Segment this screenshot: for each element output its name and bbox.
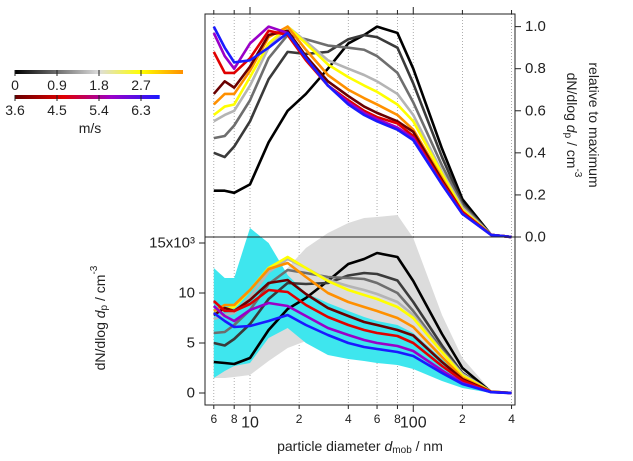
label-part: / nm [412,438,443,454]
label-part: p [563,133,574,139]
label-part: -3 [573,168,584,177]
y-tick-label: 15x10³ [149,235,195,252]
y-tick-label: 0 [187,385,195,402]
band [213,215,512,393]
colorbar-label: 0.9 [47,77,67,93]
series-line [213,271,512,395]
label-part: dN/dlog [92,318,108,370]
label-part: / cm [92,275,108,305]
label-part: p [99,304,110,310]
label-part: / cm [564,138,580,168]
series-line [212,301,512,395]
label-part: d [564,125,580,134]
label-part: d [92,309,108,318]
x-tick-label: 6 [210,412,217,426]
colorbar-unit: m/s [79,120,102,136]
x-tick-label: 4 [345,412,352,426]
y-axis-label: relative to maximum [586,62,602,187]
colorbar-label: 1.8 [89,77,109,93]
y-axis-label: dN/dlog dp / cm-3 [563,73,584,178]
x-axis-label: particle diameter dmob / nm [277,438,443,456]
y-tick-label: 1.0 [525,18,546,35]
series-line [212,288,512,395]
colorbar-label: 4.5 [47,102,67,118]
label-part: mob [392,445,412,456]
x-tick-label: 10 [241,415,259,432]
colorbar-label: 5.4 [89,102,109,118]
x-tick-label: 8 [231,412,238,426]
series-line [213,278,512,395]
plot-frame [204,13,516,238]
plots: 0.0 0.2 0.4 0.6 0.8 1.0 0 0.9 1.8 2.7 3.6 4.5 5.4 6.3… [5,7,546,432]
series-line [213,251,512,395]
x-tick-label: 4 [508,412,515,426]
x-tick-label: 2 [459,412,466,426]
series-line [213,25,512,239]
y-tick-label: 5 [187,335,195,352]
y-tick-label: 0.0 [525,229,546,246]
x-tick-label: 2 [296,412,303,426]
series-line [213,33,512,239]
y-tick-label: 0.8 [525,60,546,77]
series-line [212,26,512,239]
series-line [213,261,512,395]
label-part: d [385,438,394,454]
y-tick-label: 10 [178,285,195,302]
series-line [213,33,512,239]
label-part: dN/dlog [564,73,580,125]
label-part: -3 [89,265,100,274]
label-part: particle diameter [277,438,384,454]
series-line [213,311,512,395]
series-line [213,25,512,239]
colorbar-label: 0 [11,77,19,93]
colorbar [15,95,160,99]
y-tick-label: 0.6 [525,102,546,119]
x-tick-label: 100 [400,415,427,432]
plot-frame [204,236,516,406]
colorbar-label: 2.7 [131,77,151,93]
x-tick-label: 6 [374,412,381,426]
x-tick-label: 8 [394,412,401,426]
band [213,228,512,393]
y-tick-label: 0.2 [525,186,546,203]
colorbar-label: 6.3 [131,102,151,118]
y-axis-label: dN/dlog dp / cm-3 [89,265,110,370]
y-tick-label: 0.4 [525,144,546,161]
colorbar-label: 3.6 [5,102,25,118]
